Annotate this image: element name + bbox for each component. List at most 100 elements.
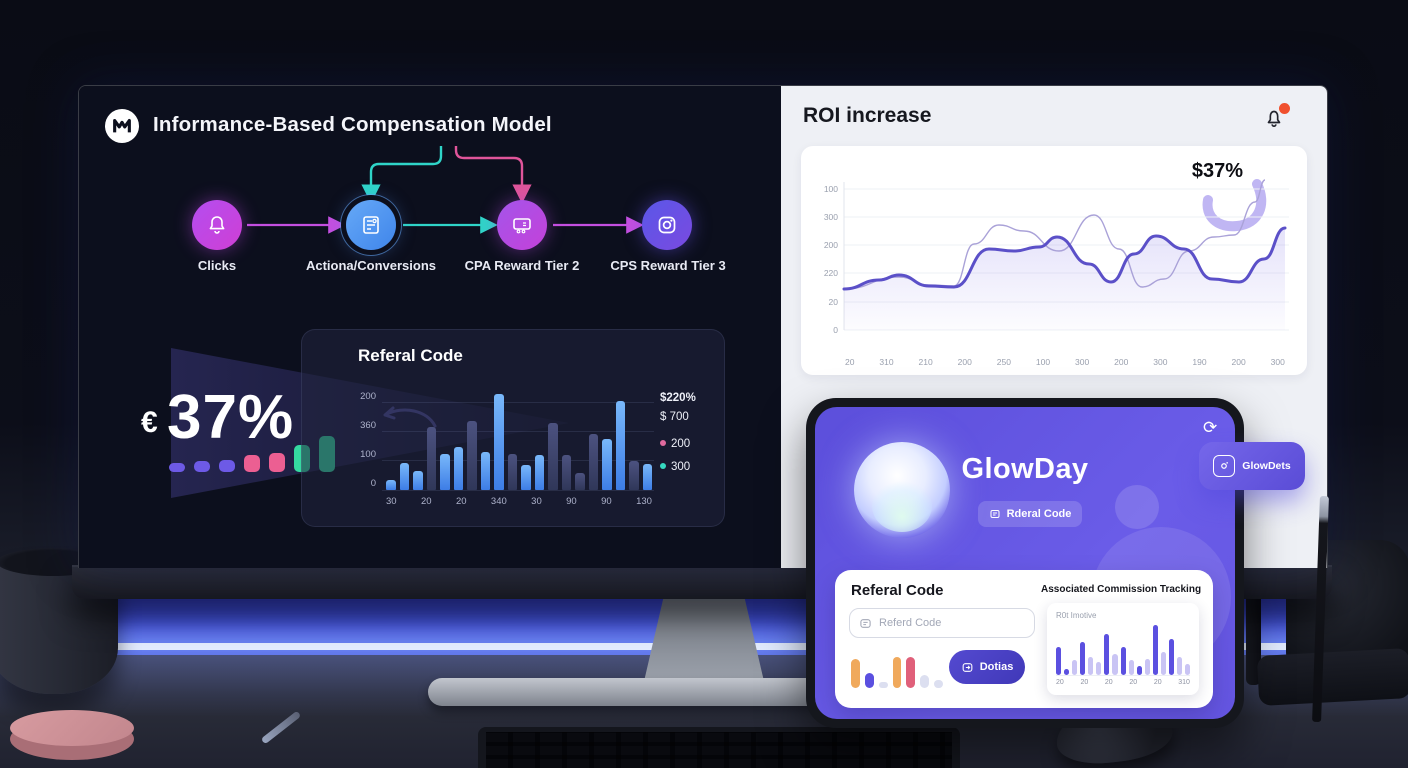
legend-dot-2: 300	[660, 461, 696, 473]
refresh-icon[interactable]: ⟳	[1203, 418, 1218, 437]
tablet-card-title: Referal Code	[851, 582, 944, 599]
instagram-icon	[658, 216, 676, 234]
bar	[480, 452, 490, 490]
referal-code-card: Referal Code 200 360 100 0 30 20 20 340 30 90 90 1…	[301, 329, 725, 527]
flow-step-actions	[346, 200, 396, 250]
legend-dot-1: 200	[660, 438, 696, 450]
tag-icon	[990, 510, 1000, 518]
tick-label: 30	[531, 496, 542, 507]
svg-text:300: 300	[824, 212, 838, 222]
bar	[920, 675, 930, 688]
bar	[864, 673, 874, 688]
keyboard[interactable]	[478, 727, 960, 768]
tracking-chart-label: R0t Imotive	[1056, 611, 1097, 620]
bar	[1080, 642, 1086, 675]
bar	[1136, 666, 1142, 675]
dashboard-panel: Informance-Based Compensation Model	[79, 86, 781, 568]
tick-label: 210	[918, 357, 933, 367]
bar	[507, 454, 517, 490]
bar	[906, 657, 916, 688]
tick-label: 200	[1231, 357, 1246, 367]
bar	[851, 659, 860, 688]
bar	[1152, 625, 1158, 675]
bar	[1144, 659, 1150, 675]
bar	[1104, 634, 1110, 675]
bar	[1176, 657, 1182, 675]
tick-label: 20	[1056, 679, 1064, 686]
tick-label: 360	[360, 420, 376, 431]
bar	[494, 394, 504, 490]
svg-text:100: 100	[824, 184, 838, 194]
bar	[588, 434, 598, 490]
tick-label: 20	[1104, 679, 1113, 686]
tick-label: 200	[957, 357, 972, 367]
tick-label: 0	[370, 478, 376, 489]
notification-bell-icon[interactable]	[1263, 101, 1292, 130]
roi-chart-xlabels: 20 310 210 200 250 100 300 200 300 190 200 300	[845, 357, 1285, 367]
bar	[615, 401, 625, 490]
desk-cup	[0, 548, 118, 694]
tick-label: 310	[1178, 679, 1190, 686]
tick-label: 310	[879, 357, 894, 367]
svg-text:220: 220	[824, 268, 838, 278]
speaker-base	[1256, 648, 1408, 706]
tick-label: 100	[360, 449, 376, 460]
browser-icon	[513, 218, 531, 234]
bar	[1160, 652, 1166, 675]
tick-label: 30	[386, 496, 397, 507]
bar	[575, 473, 585, 490]
tracking-chart-xlabels: 20 20 20 20 20 310	[1056, 679, 1190, 686]
referal-card-title: Referal Code	[358, 346, 463, 365]
bar	[426, 427, 436, 490]
referal-chart-bars	[386, 394, 652, 490]
tablet: ⟳ GlowDay Rderal Code Referal Code Refer…	[806, 398, 1244, 728]
bar	[1112, 654, 1118, 675]
bar	[1064, 669, 1070, 675]
bar	[561, 455, 571, 490]
tracking-mini-card: R0t Imotive 20 20 20 20 20 310	[1047, 603, 1199, 695]
tick-label: 20	[1129, 679, 1138, 686]
referal-code-input[interactable]: Referd Code	[849, 608, 1035, 638]
bar	[244, 455, 260, 472]
bar	[399, 463, 409, 490]
bar	[521, 465, 531, 490]
stat-value: 37%	[167, 383, 295, 452]
referal-chart-grid	[382, 402, 654, 491]
tick-label: 200	[360, 391, 376, 402]
bar	[878, 682, 888, 688]
tick-label: 340	[490, 496, 507, 507]
tick-label: 250	[996, 357, 1011, 367]
tick-label: 130	[636, 496, 652, 507]
glowdets-floating-button[interactable]: GlowDets	[1199, 442, 1305, 490]
roi-panel-title: ROI increase	[803, 104, 932, 127]
bar	[602, 439, 612, 490]
input-placeholder: Referd Code	[879, 617, 942, 629]
tick-label: 90	[566, 496, 577, 507]
flow-label-clicks: Clicks	[197, 258, 237, 273]
bar	[1088, 657, 1094, 675]
flow-step-cpa	[497, 200, 547, 250]
stat-currency: €	[141, 406, 158, 439]
tick-label: 90	[601, 496, 612, 507]
glow-sphere	[854, 442, 950, 538]
logo-mark-icon	[113, 118, 131, 133]
bar	[194, 461, 210, 472]
legend-value-1: $220%	[660, 392, 696, 404]
brand-logo	[105, 109, 139, 143]
bar	[1096, 662, 1102, 675]
send-icon	[962, 662, 973, 672]
pink-coaster	[10, 710, 134, 760]
roi-chart-card: $37% 100 300 200 220 20 0	[801, 146, 1307, 375]
flow-step-clicks	[192, 200, 242, 250]
referal-code-pill-button[interactable]: Rderal Code	[978, 501, 1082, 527]
bar	[1185, 664, 1191, 675]
dotias-button[interactable]: Dotias	[949, 650, 1025, 684]
bar	[467, 421, 477, 490]
svg-text:0: 0	[833, 325, 838, 335]
bar	[1120, 647, 1126, 675]
tick-label: 20	[1153, 679, 1162, 686]
bar	[1056, 647, 1062, 675]
bar	[413, 471, 423, 490]
